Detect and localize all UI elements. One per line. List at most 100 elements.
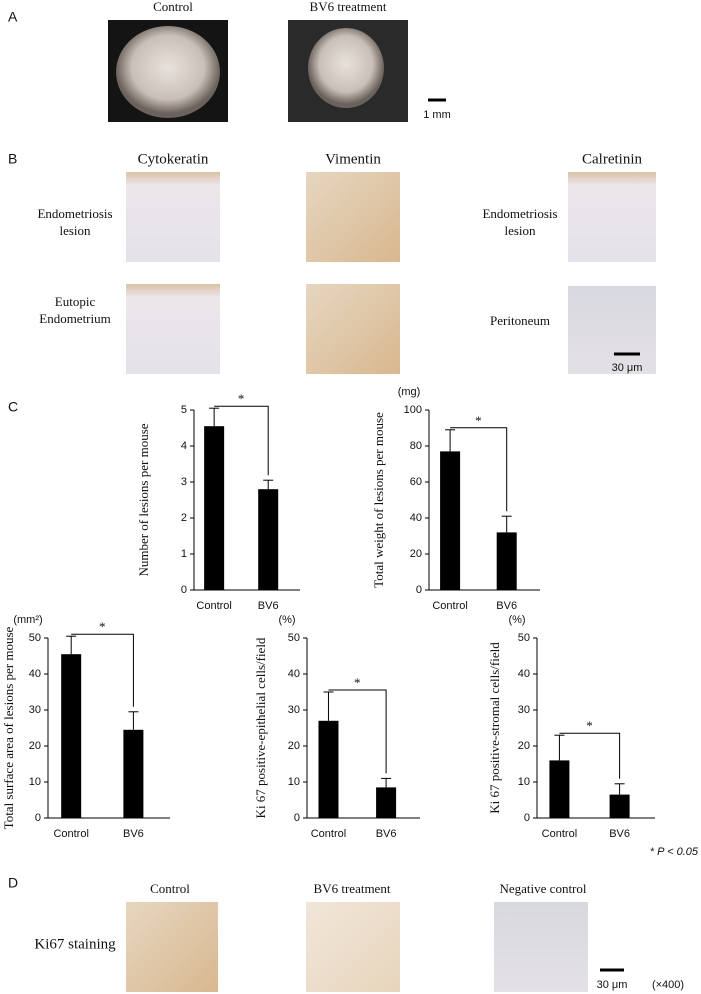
panel-label: A bbox=[8, 9, 18, 25]
y-tick-label: 2 bbox=[181, 512, 187, 524]
significance-bracket bbox=[71, 633, 134, 707]
y-tick-label: 40 bbox=[518, 668, 530, 680]
bar bbox=[440, 451, 461, 590]
row-label: Endometriosis bbox=[482, 206, 557, 221]
micrograph bbox=[568, 286, 656, 374]
row-label: Endometrium bbox=[39, 311, 111, 326]
micrograph bbox=[126, 172, 220, 262]
x-tick-label: Control bbox=[196, 600, 231, 612]
significance-star: * bbox=[586, 718, 593, 733]
panel-label: C bbox=[8, 399, 18, 415]
significance-note: * P < 0.05 bbox=[650, 846, 699, 858]
bar bbox=[376, 787, 397, 818]
micrograph bbox=[126, 284, 220, 374]
row-label: lesion bbox=[504, 223, 536, 238]
scale-label: 1 mm bbox=[423, 109, 451, 121]
bar bbox=[318, 720, 339, 818]
x-tick-label: Control bbox=[542, 828, 577, 840]
header: Cytokeratin bbox=[138, 151, 209, 167]
x-tick-label: BV6 bbox=[376, 828, 397, 840]
scale-label: 30 μm bbox=[597, 979, 628, 991]
significance-star: * bbox=[238, 391, 245, 406]
significance-star: * bbox=[99, 619, 106, 634]
row-label: Eutopic bbox=[55, 294, 96, 309]
header: BV6 treatment bbox=[310, 0, 387, 14]
unit-label: (%) bbox=[278, 614, 295, 626]
bar bbox=[61, 654, 82, 818]
bar bbox=[204, 426, 225, 590]
y-tick-label: 5 bbox=[181, 404, 187, 416]
y-axis-label: Ki 67 positive-epithelial cells/field bbox=[253, 637, 268, 818]
micrograph bbox=[494, 902, 588, 992]
bar bbox=[609, 794, 630, 818]
header: BV6 treatment bbox=[314, 881, 391, 896]
y-tick-label: 30 bbox=[29, 704, 41, 716]
y-tick-label: 3 bbox=[181, 476, 187, 488]
y-tick-label: 20 bbox=[410, 548, 422, 560]
unit-label: (mm²) bbox=[13, 614, 42, 626]
x-tick-label: BV6 bbox=[258, 600, 279, 612]
scale-label: 30 μm bbox=[612, 362, 643, 374]
bar bbox=[123, 729, 144, 818]
y-axis-label: Total surface area of lesions per mouse bbox=[1, 626, 16, 829]
y-tick-label: 100 bbox=[404, 404, 422, 416]
y-tick-label: 40 bbox=[29, 668, 41, 680]
significance-star: * bbox=[475, 413, 482, 428]
y-tick-label: 0 bbox=[181, 584, 187, 596]
row-label: Endometriosis bbox=[37, 206, 112, 221]
x-tick-label: Control bbox=[311, 828, 346, 840]
micrograph bbox=[306, 172, 400, 262]
header: Vimentin bbox=[325, 151, 381, 167]
x-tick-label: Control bbox=[432, 600, 467, 612]
y-tick-label: 20 bbox=[518, 740, 530, 752]
y-tick-label: 60 bbox=[410, 476, 422, 488]
row-label: Peritoneum bbox=[490, 313, 550, 328]
panel-label: D bbox=[8, 875, 18, 891]
y-tick-label: 20 bbox=[288, 740, 300, 752]
significance-star: * bbox=[354, 675, 361, 690]
x-tick-label: BV6 bbox=[496, 600, 517, 612]
y-tick-label: 0 bbox=[294, 812, 300, 824]
header: Negative control bbox=[500, 881, 587, 896]
y-tick-label: 50 bbox=[29, 632, 41, 644]
y-axis-label: Number of lesions per mouse bbox=[136, 423, 151, 576]
bar bbox=[496, 532, 517, 590]
micrograph bbox=[568, 172, 656, 262]
x-tick-label: BV6 bbox=[123, 828, 144, 840]
y-tick-label: 10 bbox=[518, 776, 530, 788]
magnification: (×400) bbox=[652, 979, 684, 991]
x-tick-label: BV6 bbox=[609, 828, 630, 840]
x-tick-label: Control bbox=[53, 828, 88, 840]
significance-bracket bbox=[214, 405, 269, 476]
y-tick-label: 0 bbox=[416, 584, 422, 596]
y-tick-label: 30 bbox=[288, 704, 300, 716]
y-axis-label: Total weight of lesions per mouse bbox=[371, 412, 386, 588]
photo-lesion bbox=[116, 26, 220, 118]
y-tick-label: 0 bbox=[35, 812, 41, 824]
unit-label: (%) bbox=[508, 614, 525, 626]
y-tick-label: 10 bbox=[288, 776, 300, 788]
y-tick-label: 50 bbox=[518, 632, 530, 644]
y-tick-label: 40 bbox=[410, 512, 422, 524]
y-tick-label: 30 bbox=[518, 704, 530, 716]
significance-bracket bbox=[450, 427, 508, 512]
micrograph bbox=[126, 902, 218, 992]
row-label: Ki67 staining bbox=[34, 936, 116, 952]
header: Control bbox=[153, 0, 193, 14]
panel-label: B bbox=[8, 151, 17, 167]
significance-bracket bbox=[559, 732, 621, 779]
header: Calretinin bbox=[582, 151, 642, 167]
y-tick-label: 40 bbox=[288, 668, 300, 680]
row-label: lesion bbox=[59, 223, 91, 238]
y-tick-label: 50 bbox=[288, 632, 300, 644]
y-tick-label: 0 bbox=[524, 812, 530, 824]
y-tick-label: 80 bbox=[410, 440, 422, 452]
bar bbox=[549, 760, 570, 818]
y-tick-label: 20 bbox=[29, 740, 41, 752]
y-tick-label: 1 bbox=[181, 548, 187, 560]
y-tick-label: 4 bbox=[181, 440, 187, 452]
micrograph bbox=[306, 902, 400, 992]
photo-lesion bbox=[308, 28, 384, 108]
significance-bracket bbox=[328, 689, 387, 774]
